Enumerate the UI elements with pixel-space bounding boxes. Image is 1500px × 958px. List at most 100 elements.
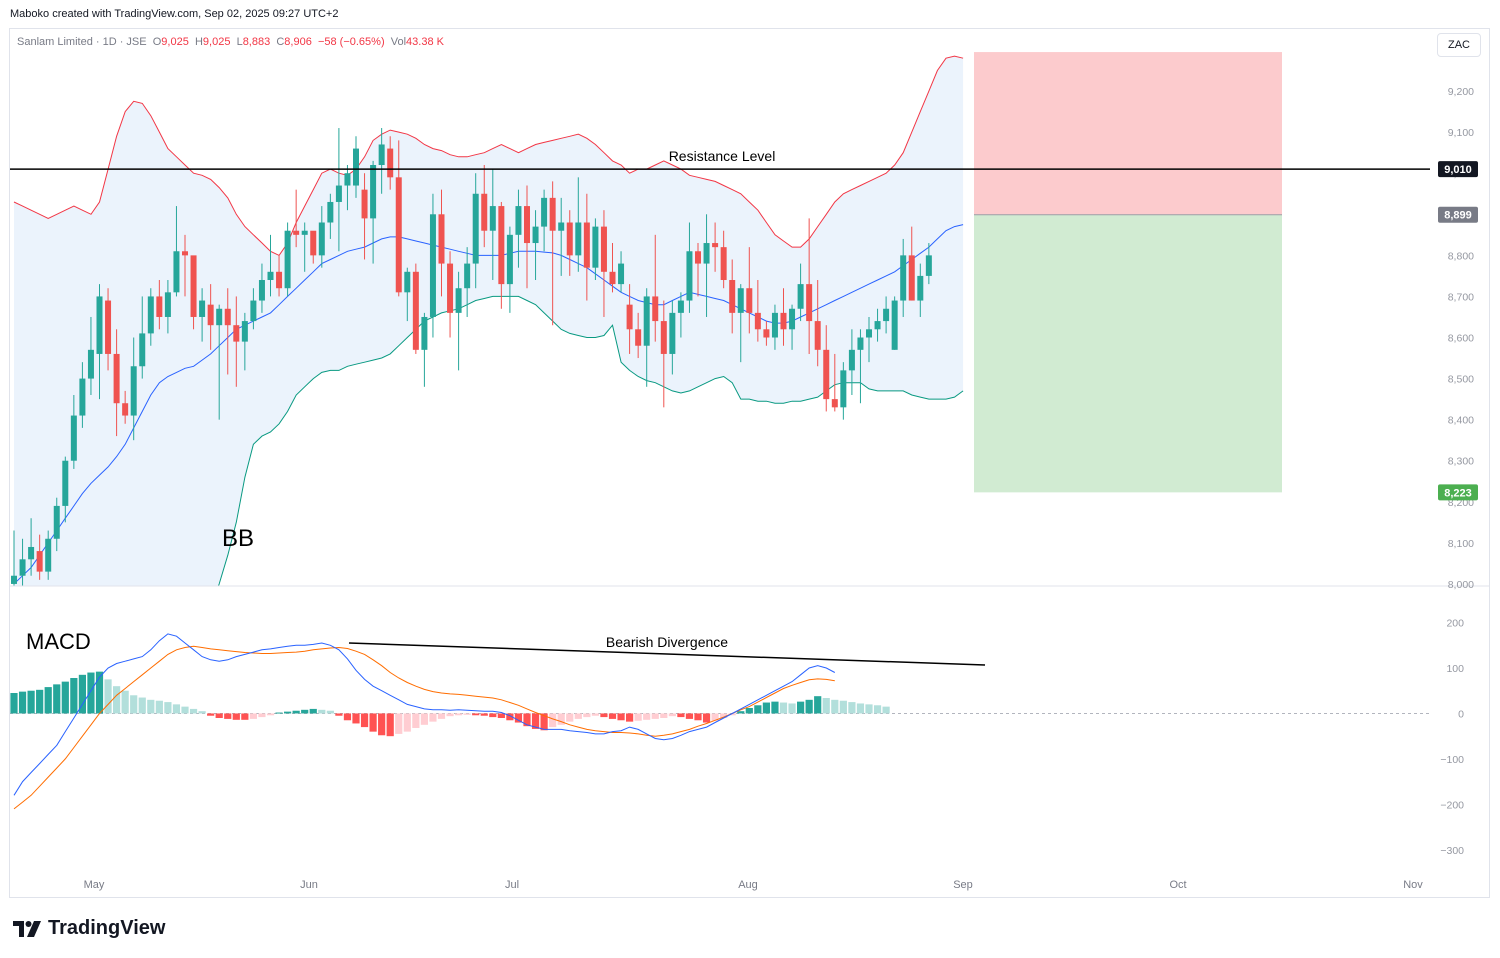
legend-close: 8,906 bbox=[284, 36, 312, 48]
candle bbox=[908, 226, 915, 301]
macd-axis-tick: −100 bbox=[1440, 754, 1464, 766]
macd-histogram-bar bbox=[437, 713, 446, 719]
candle bbox=[182, 234, 188, 297]
candle-body bbox=[404, 271, 411, 293]
time-axis-tick: Jul bbox=[505, 879, 519, 891]
candle-body bbox=[105, 300, 112, 354]
candle bbox=[28, 518, 35, 576]
macd-histogram-bar bbox=[78, 674, 86, 714]
candle-body bbox=[130, 366, 137, 416]
macd-histogram-bar bbox=[130, 695, 138, 714]
tradingview-logo[interactable]: TradingView bbox=[12, 917, 165, 940]
candle-body bbox=[558, 222, 565, 231]
candle-body bbox=[541, 197, 548, 227]
macd-histogram-bar bbox=[865, 704, 873, 714]
macd-histogram-bar bbox=[292, 710, 300, 714]
price-label: 8,223 bbox=[1444, 487, 1472, 499]
bollinger-upper-line bbox=[13, 55, 964, 257]
candle-body bbox=[566, 222, 573, 256]
macd-histogram-bar bbox=[651, 713, 659, 719]
macd-histogram-bar bbox=[583, 713, 591, 718]
candle bbox=[771, 304, 778, 350]
macd-histogram-bar bbox=[685, 713, 694, 719]
macd-histogram-bar bbox=[104, 679, 112, 714]
candle bbox=[233, 296, 240, 387]
candle bbox=[797, 263, 804, 322]
candle-body bbox=[609, 271, 616, 285]
chart-frame bbox=[9, 28, 1490, 898]
macd-axis-tick: 0 bbox=[1458, 708, 1464, 720]
macd-histogram-bar bbox=[634, 713, 642, 721]
candle bbox=[515, 189, 522, 268]
candle bbox=[891, 296, 898, 350]
macd-histogram-bar bbox=[626, 713, 634, 722]
currency-unit-button[interactable]: ZAC bbox=[1437, 33, 1481, 57]
candle-body bbox=[370, 165, 377, 219]
candle bbox=[737, 284, 744, 363]
candle-body bbox=[310, 230, 317, 256]
candle bbox=[874, 308, 881, 342]
bollinger-lower-line bbox=[217, 295, 964, 586]
macd-histogram-bar bbox=[643, 713, 651, 720]
candle bbox=[70, 395, 77, 469]
candle-body bbox=[515, 206, 522, 235]
candle bbox=[301, 222, 308, 272]
macd-histogram-bar bbox=[258, 713, 266, 718]
macd-histogram-bar bbox=[232, 713, 240, 720]
macd-histogram-bar bbox=[318, 709, 326, 714]
candle-body bbox=[797, 284, 804, 309]
candle-body bbox=[387, 148, 394, 178]
macd-histogram-bar bbox=[660, 713, 668, 718]
candle bbox=[592, 218, 599, 281]
candle-body bbox=[720, 247, 727, 281]
macd-histogram-bar bbox=[566, 713, 574, 722]
macd-histogram-bar bbox=[788, 703, 796, 714]
candle-body bbox=[746, 288, 753, 313]
candle-body bbox=[618, 263, 625, 285]
candle-body bbox=[729, 280, 736, 313]
macd-histogram-bar bbox=[600, 713, 608, 718]
macd-histogram-bar bbox=[403, 713, 411, 732]
price-axis-tick: 9,200 bbox=[1448, 86, 1474, 98]
candle-body bbox=[216, 308, 223, 326]
macd-histogram-bar bbox=[266, 713, 275, 716]
candle bbox=[87, 316, 94, 396]
candle-body bbox=[19, 559, 26, 576]
candle-body bbox=[831, 399, 838, 408]
candle bbox=[472, 173, 479, 289]
price-label-bg bbox=[1438, 484, 1478, 501]
candle bbox=[806, 218, 813, 354]
candle-body bbox=[173, 251, 180, 293]
macd-histogram-bar bbox=[301, 709, 309, 714]
candle-body bbox=[891, 300, 898, 350]
candle bbox=[276, 255, 283, 297]
time-axis-tick: Sep bbox=[953, 879, 973, 891]
legend-open: 9,025 bbox=[161, 36, 189, 48]
candle-body bbox=[695, 251, 701, 264]
legend-symbol: Sanlam Limited · 1D · JSE bbox=[17, 36, 147, 48]
candle-body bbox=[70, 415, 77, 461]
candle bbox=[207, 284, 214, 350]
candle-body bbox=[207, 304, 214, 326]
candle bbox=[712, 222, 719, 272]
candle-body bbox=[378, 144, 385, 166]
divergence-label: Bearish Divergence bbox=[606, 634, 728, 650]
candle bbox=[173, 206, 180, 297]
candle-body bbox=[481, 193, 488, 231]
candle bbox=[780, 288, 787, 346]
candle-body bbox=[549, 197, 556, 231]
macd-histogram-bar bbox=[207, 713, 215, 716]
macd-axis-tick: 100 bbox=[1446, 663, 1464, 675]
macd-histogram-bar bbox=[762, 702, 770, 714]
candle-body bbox=[335, 185, 342, 202]
macd-histogram-bar bbox=[463, 713, 471, 715]
macd-histogram-bar bbox=[497, 713, 505, 718]
macd-histogram-bar bbox=[198, 711, 206, 714]
candle-body bbox=[506, 234, 513, 285]
candle bbox=[541, 189, 548, 252]
candle-body bbox=[626, 304, 633, 330]
price-axis-tick: 8,100 bbox=[1448, 538, 1474, 550]
macd-histogram-bar bbox=[360, 713, 369, 728]
candle bbox=[344, 165, 351, 211]
